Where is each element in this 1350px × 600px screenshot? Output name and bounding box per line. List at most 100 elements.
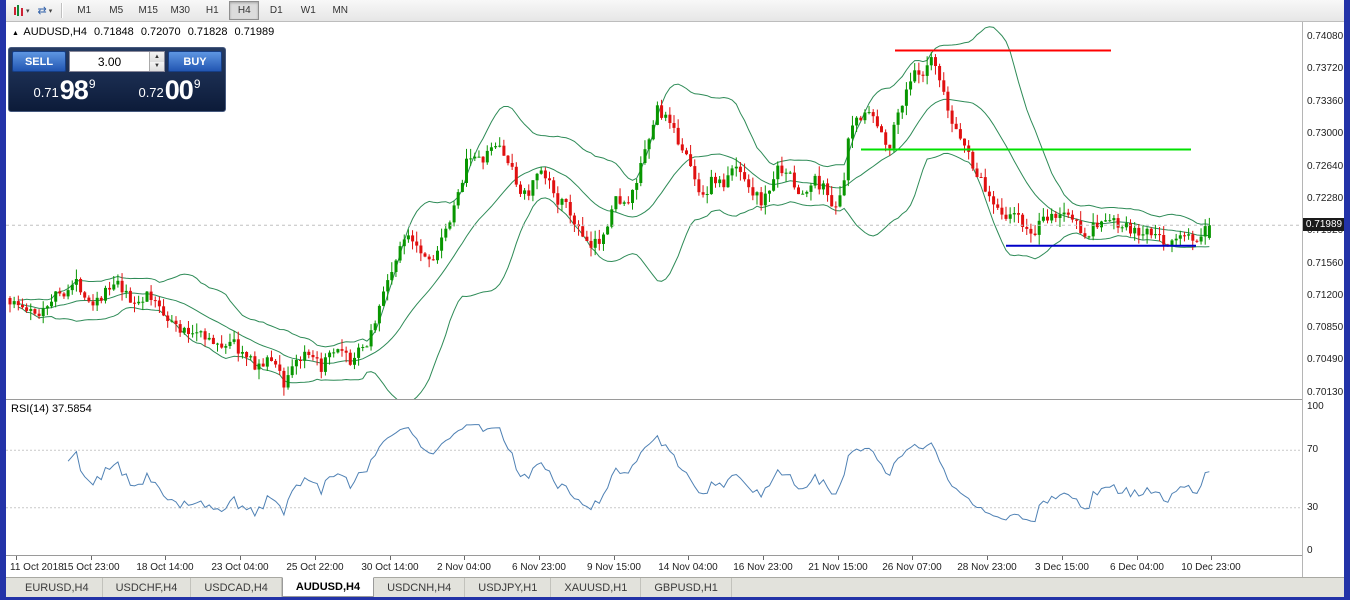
- price-tick-label: 0.73000: [1307, 128, 1344, 140]
- panel-divider: [6, 555, 1344, 556]
- price-tick-label: 0.72280: [1307, 193, 1344, 204]
- sell-price-pipette: 9: [88, 77, 96, 91]
- volume-spinner: ▲ ▼: [149, 52, 164, 71]
- collapse-arrow-icon[interactable]: ▲: [12, 30, 19, 37]
- time-axis-label: 15 Oct 23:00: [62, 562, 120, 573]
- timeframe-button-d1[interactable]: D1: [269, 5, 283, 16]
- rsi-indicator-panel[interactable]: RSI(14) 37.5854: [6, 400, 1302, 555]
- time-axis-label: 28 Nov 23:00: [957, 562, 1017, 573]
- sell-price-main: 98: [59, 75, 89, 105]
- timeframe-button-h1[interactable]: H1: [205, 5, 219, 16]
- main-chart-panel[interactable]: ▲ AUDUSD,H4 0.71848 0.72070 0.71828 0.71…: [6, 22, 1302, 399]
- timeframe-button-mn[interactable]: MN: [332, 5, 349, 16]
- price-tick-label: 0.72640: [1307, 160, 1344, 172]
- bollinger-bands: [18, 26, 1210, 399]
- time-axis-label: 14 Nov 04:00: [658, 562, 718, 573]
- time-tick: [165, 556, 166, 560]
- chart-tab-usdcad-h4[interactable]: USDCAD,H4: [191, 578, 282, 597]
- chart-tab-xauusd-h1[interactable]: XAUUSD,H1: [551, 578, 642, 597]
- buy-price-pipette: 9: [193, 77, 201, 91]
- ohlc-symbol: AUDUSD,H4: [23, 26, 87, 38]
- price-tick-label: 0.71200: [1307, 290, 1344, 302]
- timeframe-button-m5[interactable]: M5: [109, 5, 124, 16]
- candlestick-chart-icon: [13, 4, 24, 17]
- buy-button[interactable]: BUY: [168, 51, 222, 72]
- time-tick: [1062, 556, 1063, 560]
- ohlc-header: ▲ AUDUSD,H4 0.71848 0.72070 0.71828 0.71…: [12, 26, 278, 38]
- time-axis-label: 16 Nov 23:00: [733, 562, 793, 573]
- chart-tabs-bar: EURUSD,H4 USDCHF,H4 USDCAD,H4 AUDUSD,H4 USDC…: [6, 577, 1344, 597]
- chart-tab-usdcnh-h4[interactable]: USDCNH,H4: [374, 578, 466, 597]
- profiles-button[interactable]: ⇄ ▾: [35, 2, 56, 20]
- volume-decrease-button[interactable]: ▼: [150, 61, 164, 71]
- time-tick: [1137, 556, 1138, 560]
- time-tick: [912, 556, 913, 560]
- panel-divider[interactable]: [6, 399, 1344, 400]
- price-tick-label: 0.70130: [1307, 386, 1344, 398]
- timeframe-button-m30[interactable]: M30: [170, 5, 190, 16]
- time-tick: [1211, 556, 1212, 560]
- new-chart-button[interactable]: ▾: [10, 2, 33, 20]
- time-tick: [539, 556, 540, 560]
- caret-down-icon: ▾: [26, 7, 30, 15]
- price-tick-label: 0.70850: [1307, 321, 1344, 333]
- sell-price: 0.71 98 9: [12, 72, 117, 105]
- chart-tab-gbpusd-h1[interactable]: GBPUSD,H1: [641, 578, 732, 597]
- timeframe-button-h4[interactable]: H4: [229, 1, 260, 20]
- rsi-line: [67, 424, 1210, 523]
- time-tick: [987, 556, 988, 560]
- time-axis-label: 6 Dec 04:00: [1110, 562, 1164, 573]
- chart-tab-usdjpy-h1[interactable]: USDJPY,H1: [465, 578, 552, 597]
- time-axis-label: 26 Nov 07:00: [882, 562, 942, 573]
- time-axis-label: 23 Oct 04:00: [211, 562, 269, 573]
- price-tick-label: 0.73720: [1307, 63, 1344, 75]
- time-axis-label: 9 Nov 15:00: [587, 562, 641, 573]
- chart-tab-audusd-h4[interactable]: AUDUSD,H4: [281, 577, 375, 597]
- profiles-icon: ⇄: [37, 4, 47, 17]
- timeframe-button-m1[interactable]: M1: [77, 5, 92, 16]
- buy-price-prefix: 0.72: [138, 85, 164, 100]
- chart-tab-usdchf-h4[interactable]: USDCHF,H4: [103, 578, 192, 597]
- current-price-badge: 0.71989: [1303, 218, 1344, 232]
- time-tick: [315, 556, 316, 560]
- rsi-tick-label: 30: [1307, 501, 1319, 513]
- chart-tab-eurusd-h4[interactable]: EURUSD,H4: [12, 578, 103, 597]
- time-tick: [91, 556, 92, 560]
- time-axis-label: 21 Nov 15:00: [808, 562, 868, 573]
- time-tick: [763, 556, 764, 560]
- timeframe-button-m15[interactable]: M15: [138, 5, 158, 16]
- one-click-trading-panel: SELL 3.00 ▲ ▼ BUY 0.71 98 9 0.72: [8, 47, 226, 112]
- toolbar-separator: [61, 3, 64, 18]
- time-axis-label: 25 Oct 22:00: [286, 562, 344, 573]
- time-axis-label: 2 Nov 04:00: [437, 562, 491, 573]
- time-tick: [838, 556, 839, 560]
- caret-down-icon: ▾: [48, 7, 53, 15]
- volume-value[interactable]: 3.00: [97, 54, 122, 69]
- price-tick-label: 0.73360: [1307, 95, 1344, 107]
- ohlc-close: 0.71989: [234, 26, 275, 38]
- time-tick: [614, 556, 615, 560]
- price-tick-label: 0.71560: [1307, 257, 1344, 269]
- rsi-chart: [6, 424, 1302, 523]
- time-tick: [390, 556, 391, 560]
- sell-button[interactable]: SELL: [12, 51, 66, 72]
- candles: [8, 52, 1211, 396]
- price-tick-label: 0.74080: [1307, 31, 1344, 42]
- price-tick-label: 0.70490: [1307, 354, 1344, 366]
- volume-increase-button[interactable]: ▲: [150, 52, 164, 62]
- ohlc-high: 0.72070: [140, 26, 181, 38]
- time-tick: [688, 556, 689, 560]
- sell-price-prefix: 0.71: [33, 85, 59, 100]
- time-tick: [240, 556, 241, 560]
- candlestick-chart[interactable]: [6, 22, 1302, 399]
- buy-price: 0.72 00 9: [117, 72, 222, 105]
- volume-input[interactable]: 3.00 ▲ ▼: [69, 51, 165, 72]
- time-axis-label: 6 Nov 23:00: [512, 562, 566, 573]
- timeframe-button-w1[interactable]: W1: [300, 5, 316, 16]
- time-axis[interactable]: 11 Oct 2018 15 Oct 23:00 18 Oct 14:00 23 Oc…: [6, 556, 1302, 577]
- ohlc-low: 0.71828: [187, 26, 228, 38]
- buy-price-main: 00: [164, 75, 194, 105]
- timeframe-buttons: M1 M5 M15 M30 H1 H4 D1 W1 MN: [68, 1, 356, 20]
- price-scale[interactable]: 0.71989 0.74080 0.73720 0.73360 0.73000 0.72…: [1302, 22, 1344, 577]
